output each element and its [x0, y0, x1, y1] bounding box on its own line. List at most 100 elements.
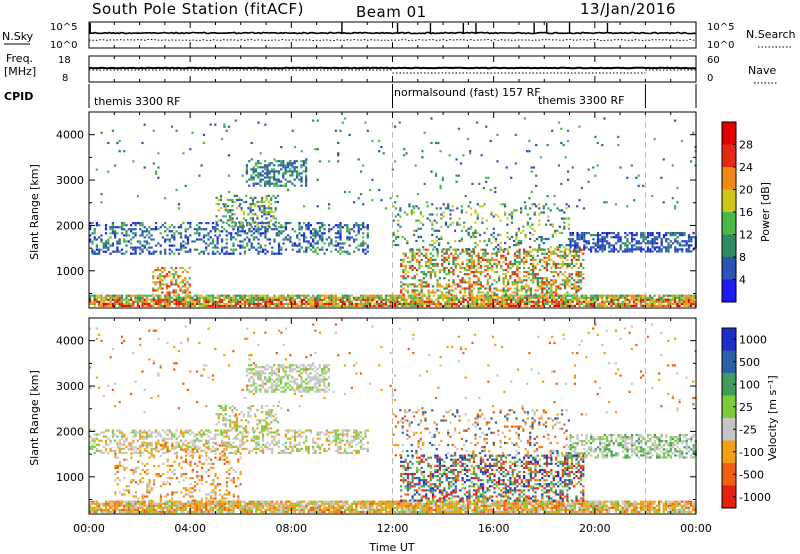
cell: [577, 275, 580, 278]
cell: [218, 296, 221, 299]
cell: [468, 264, 471, 268]
cell: [411, 291, 414, 294]
cell: [355, 302, 358, 305]
cell: [628, 294, 631, 297]
cell: [198, 504, 201, 507]
cell: [246, 502, 249, 505]
cell: [569, 240, 572, 243]
cell: [277, 298, 281, 301]
cell: [239, 252, 242, 255]
cell: [422, 285, 425, 288]
cell: [420, 291, 423, 294]
cell: [180, 234, 183, 237]
cell: [259, 232, 262, 235]
cell: [491, 298, 495, 301]
cell: [298, 174, 301, 177]
cell: [353, 238, 356, 241]
cell: [676, 236, 679, 239]
cell: [439, 186, 442, 190]
cell: [266, 508, 269, 511]
cell: [660, 242, 663, 245]
cell: [168, 238, 171, 241]
cell: [421, 150, 424, 153]
cell: [230, 502, 233, 505]
cell: [585, 298, 588, 301]
cell: [656, 246, 659, 249]
cell: [623, 304, 627, 307]
cell: [660, 240, 663, 243]
cell: [369, 296, 372, 299]
cell: [120, 502, 124, 505]
cell: [573, 293, 576, 296]
power-colorbar-label: Power [dB]: [759, 182, 772, 242]
cell: [111, 244, 114, 247]
cell: [529, 269, 532, 272]
cell: [120, 304, 124, 307]
cell: [89, 296, 92, 299]
cell: [608, 244, 611, 247]
cell: [631, 240, 634, 243]
cell: [631, 234, 634, 237]
cell: [415, 229, 418, 232]
cell: [449, 217, 452, 220]
cell: [473, 302, 476, 305]
cell: [603, 304, 606, 307]
cell: [507, 281, 510, 284]
cell: [214, 123, 217, 126]
cell: [472, 260, 476, 263]
cell: [118, 504, 121, 507]
cell: [662, 201, 665, 204]
cell: [193, 248, 196, 251]
cell: [612, 232, 615, 235]
cell: [264, 508, 267, 511]
cell: [640, 242, 643, 245]
cell: [355, 500, 358, 503]
cell: [564, 262, 567, 266]
cell: [362, 506, 365, 509]
cell: [134, 224, 137, 227]
cell: [250, 178, 253, 181]
cell: [559, 283, 562, 286]
y-tick-label: 4000: [56, 129, 84, 142]
cell: [466, 287, 469, 290]
cell: [93, 510, 96, 513]
cell: [437, 296, 440, 299]
cell: [430, 302, 433, 305]
cell: [484, 248, 487, 251]
cell: [484, 275, 487, 278]
cell: [277, 184, 280, 187]
cell: [332, 504, 335, 507]
cell: [575, 289, 578, 292]
cell: [473, 300, 476, 303]
cell: [669, 302, 672, 305]
cell: [179, 275, 182, 278]
cell: [521, 294, 524, 297]
cell: [234, 119, 237, 122]
cell: [685, 294, 688, 297]
cell: [132, 300, 135, 303]
cell: [510, 213, 514, 216]
cell: [665, 238, 668, 241]
cell: [200, 238, 203, 241]
cell: [517, 229, 520, 232]
cell: [516, 293, 519, 296]
cell: [587, 168, 590, 171]
cell: [628, 242, 631, 245]
cell: [396, 298, 399, 301]
cell: [454, 248, 457, 251]
cell: [165, 291, 169, 294]
cell: [159, 277, 162, 280]
cell: [587, 248, 590, 251]
cell: [552, 291, 555, 294]
cell: [619, 238, 622, 241]
cell: [445, 258, 448, 261]
cell: [626, 238, 629, 241]
cell: [259, 180, 262, 183]
cell: [343, 504, 347, 507]
cell: [538, 269, 542, 272]
cell: [411, 264, 414, 268]
cell: [435, 248, 438, 251]
cell: [594, 294, 597, 297]
cell: [511, 273, 514, 276]
cell: [542, 207, 545, 210]
